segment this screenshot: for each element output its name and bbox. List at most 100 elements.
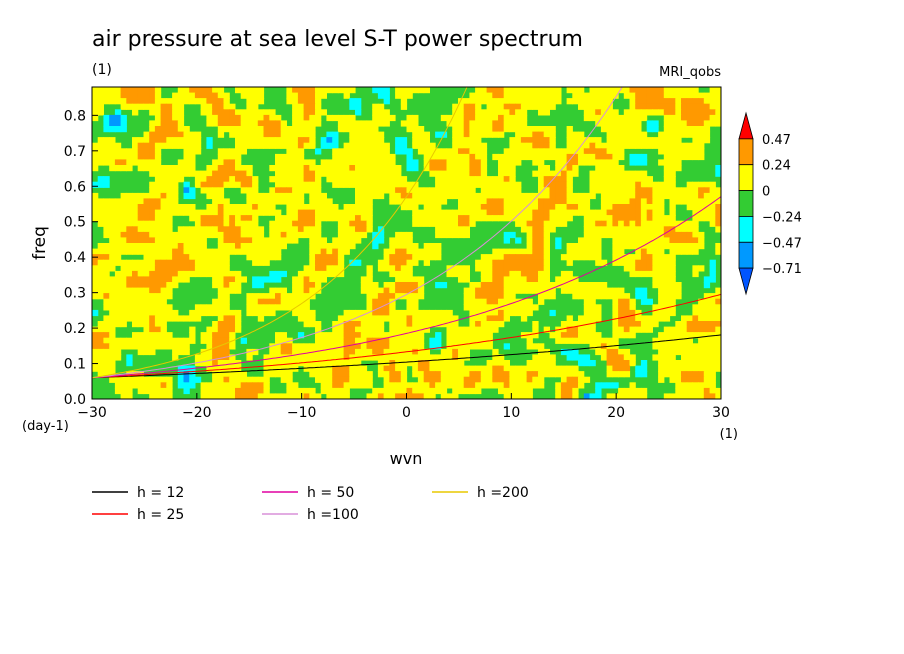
field-cell: [149, 248, 156, 255]
field-cell: [206, 259, 213, 266]
field-cell: [97, 98, 104, 105]
field-cell: [492, 120, 499, 127]
field-cell: [166, 187, 173, 194]
field-cell: [589, 114, 596, 122]
field-cell: [360, 120, 368, 127]
field-cell: [412, 243, 419, 250]
field-cell: [600, 209, 608, 216]
field-cell: [257, 87, 265, 94]
field-cell: [532, 231, 539, 239]
units-label: (1): [92, 62, 112, 78]
field-cell: [217, 348, 225, 356]
field-cell: [709, 365, 716, 372]
field-cell: [709, 87, 716, 94]
field-cell: [149, 187, 156, 194]
field-cell: [297, 103, 305, 110]
field-cell: [532, 220, 539, 227]
field-cell: [458, 103, 465, 110]
field-cell: [469, 321, 476, 328]
field-cell: [132, 148, 139, 155]
field-cell: [458, 343, 465, 350]
field-cell: [257, 98, 265, 105]
field-cell: [292, 92, 299, 99]
field-cell: [189, 137, 196, 144]
field-cell: [132, 109, 139, 116]
field-cell: [423, 148, 430, 155]
field-cell: [97, 215, 104, 222]
field-cell: [395, 198, 402, 205]
field-cell: [572, 209, 579, 216]
field-cell: [275, 393, 282, 399]
field-cell: [206, 393, 213, 399]
field-cell: [92, 181, 99, 188]
field-cell: [469, 376, 476, 383]
field-cell: [143, 282, 150, 289]
field-cell: [337, 165, 345, 172]
field-cell: [578, 248, 585, 255]
field-cell: [646, 98, 653, 105]
field-cell: [709, 371, 716, 378]
field-cell: [566, 209, 573, 216]
field-cell: [480, 276, 488, 283]
field-cell: [326, 87, 333, 94]
field-cell: [360, 220, 368, 227]
field-cell: [246, 220, 253, 227]
field-cell: [326, 170, 333, 177]
field-cell: [137, 153, 144, 161]
field-cell: [183, 243, 190, 250]
field-cell: [132, 315, 139, 322]
field-cell: [623, 109, 631, 116]
field-cell: [663, 220, 671, 227]
field-cell: [458, 192, 465, 200]
field-cell: [137, 382, 144, 389]
field-cell: [337, 226, 345, 233]
field-cell: [360, 332, 368, 339]
field-cell: [475, 315, 482, 322]
field-cell: [97, 142, 104, 149]
field-cell: [149, 98, 156, 105]
field-cell: [532, 87, 539, 94]
field-cell: [612, 237, 619, 244]
field-cell: [555, 148, 562, 155]
field-cell: [406, 92, 413, 99]
field-cell: [423, 131, 430, 138]
field-cell: [349, 98, 356, 105]
field-cell: [709, 198, 716, 205]
field-cell: [109, 148, 116, 155]
field-cell: [469, 382, 476, 389]
field-cell: [692, 315, 699, 322]
field-cell: [503, 153, 510, 161]
field-cell: [349, 220, 356, 227]
field-cell: [309, 165, 316, 172]
field-cell: [109, 226, 116, 233]
field-cell: [97, 293, 104, 300]
field-cell: [395, 293, 402, 300]
field-cell: [698, 348, 705, 356]
field-cell: [606, 382, 613, 389]
colorbar-label: −0.24: [762, 210, 802, 225]
field-cell: [663, 231, 671, 239]
field-cell: [417, 142, 425, 149]
field-cell: [600, 220, 608, 227]
field-cell: [663, 131, 671, 138]
field-cell: [572, 170, 579, 177]
field-cell: [549, 309, 556, 317]
field-cell: [469, 215, 476, 222]
field-cell: [698, 109, 705, 116]
field-cell: [97, 137, 104, 144]
field-cell: [526, 243, 533, 250]
field-cell: [177, 343, 185, 350]
field-cell: [217, 371, 225, 378]
field-cell: [280, 215, 287, 222]
field-cell: [440, 282, 448, 289]
field-cell: [292, 276, 299, 283]
field-cell: [520, 204, 528, 211]
field-cell: [703, 103, 711, 110]
field-cell: [618, 332, 625, 339]
field-cell: [194, 98, 202, 105]
field-cell: [337, 87, 345, 94]
field-cell: [395, 231, 402, 239]
field-cell: [538, 204, 545, 211]
field-cell: [686, 337, 693, 344]
field-cell: [326, 137, 333, 144]
